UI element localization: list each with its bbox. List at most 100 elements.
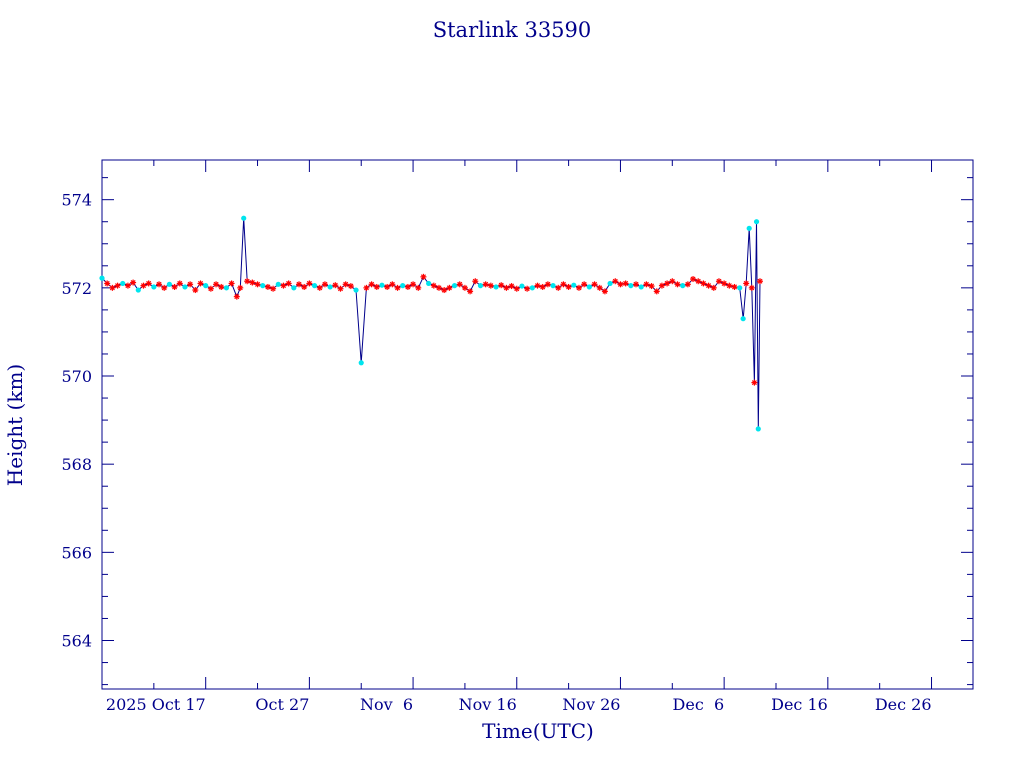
data-point-red [347, 283, 354, 290]
data-point-cyan [519, 283, 525, 289]
x-tick-label: 2025 Oct 17 [106, 695, 206, 714]
data-point-red [748, 284, 755, 291]
data-point-red [565, 283, 572, 290]
data-point-red [441, 287, 448, 294]
x-axis-label: Time(UTC) [482, 719, 594, 743]
data-point-red [534, 282, 541, 289]
data-point-red [721, 280, 728, 287]
data-point-cyan [753, 219, 760, 225]
data-point-red [337, 285, 344, 292]
data-point-cyan [638, 284, 644, 290]
data-point-red [684, 281, 691, 288]
data-point-red [653, 288, 660, 295]
data-point-red [404, 283, 411, 290]
data-point-red [555, 284, 562, 291]
data-point-red [430, 282, 437, 289]
data-point-red [207, 285, 214, 292]
data-point-red [622, 280, 629, 287]
data-point-red [456, 281, 463, 288]
data-point-cyan [755, 426, 761, 432]
data-point-red [321, 281, 328, 288]
data-point-cyan [99, 275, 105, 281]
data-point-red [218, 283, 225, 290]
data-point-red [410, 281, 417, 288]
data-point-cyan [426, 280, 432, 287]
data-point-red [296, 281, 303, 288]
data-point-red [270, 285, 277, 292]
data-point-red [197, 280, 204, 287]
data-point-red [389, 281, 396, 288]
data-point-cyan [571, 282, 577, 288]
data-point-red [368, 281, 375, 288]
data-point-cyan [203, 283, 209, 289]
data-point-red [664, 280, 671, 287]
data-point-red [461, 284, 468, 291]
data-point-red [104, 280, 111, 287]
plot-frame [101, 159, 974, 690]
x-tick-label: Dec 6 [673, 695, 725, 714]
data-point-cyan [311, 283, 318, 289]
axis-ticks [101, 160, 973, 689]
data-point-red [633, 281, 640, 288]
data-point-red [145, 280, 152, 287]
data-point-red [187, 281, 194, 288]
data-point-red [394, 284, 401, 291]
data-point-red [124, 282, 131, 289]
chart-title: Starlink 33590 [433, 18, 592, 42]
data-point-red [254, 281, 261, 288]
data-point-red [446, 284, 453, 291]
data-point-red [192, 287, 199, 294]
data-point-red [316, 284, 323, 291]
data-point-cyan [260, 283, 266, 289]
data-point-cyan [353, 287, 359, 293]
x-tick-label: Nov 26 [562, 695, 620, 714]
data-point-red [498, 282, 505, 289]
data-point-cyan [291, 285, 297, 291]
x-tick-labels: 2025 Oct 17 Oct 27 Nov 6 Nov 16 Nov 26 Dec 6 D… [106, 695, 932, 714]
data-point-cyan [740, 316, 746, 322]
data-point-cyan [680, 283, 686, 289]
data-point-red [710, 284, 717, 291]
data-point-red [669, 278, 676, 285]
data-point-cyan [493, 284, 499, 290]
data-point-cyan [120, 280, 126, 287]
data-point-cyan [135, 287, 141, 293]
data-point-red [285, 280, 292, 287]
data-point-red [612, 278, 619, 285]
x-tick-label: Oct 27 [255, 695, 309, 714]
data-point-cyan [358, 360, 364, 366]
data-point-red [674, 281, 681, 288]
data-point-red [524, 285, 531, 292]
data-point-red [228, 280, 235, 287]
data-markers [99, 215, 764, 432]
data-point-red [472, 278, 479, 285]
y-tick-labels: 564 566 568 570 572 574 [61, 191, 92, 651]
data-point-red [648, 283, 655, 290]
data-point-red [176, 280, 183, 287]
x-tick-label: Dec 26 [875, 695, 932, 714]
data-point-red [539, 283, 546, 290]
data-point-red [690, 276, 697, 283]
data-point-red [373, 283, 380, 290]
data-point-red [751, 379, 758, 386]
data-point-cyan [151, 284, 157, 290]
data-point-red [591, 281, 598, 288]
data-point-cyan [477, 283, 484, 289]
data-point-red [643, 281, 650, 288]
data-point-red [249, 279, 256, 286]
data-point-red [601, 288, 608, 295]
data-point-red [332, 282, 339, 289]
data-point-cyan [182, 284, 188, 290]
data-point-red [575, 284, 582, 291]
data-point-red [508, 283, 515, 290]
data-point-red [130, 279, 137, 286]
data-point-cyan [746, 225, 752, 231]
data-point-cyan [275, 281, 281, 287]
x-tick-label: Nov 6 [360, 695, 413, 714]
data-point-red [482, 281, 489, 288]
data-point-red [140, 282, 147, 289]
y-tick-label: 572 [61, 279, 92, 298]
data-point-red [503, 284, 510, 291]
y-tick-label: 566 [61, 543, 92, 562]
